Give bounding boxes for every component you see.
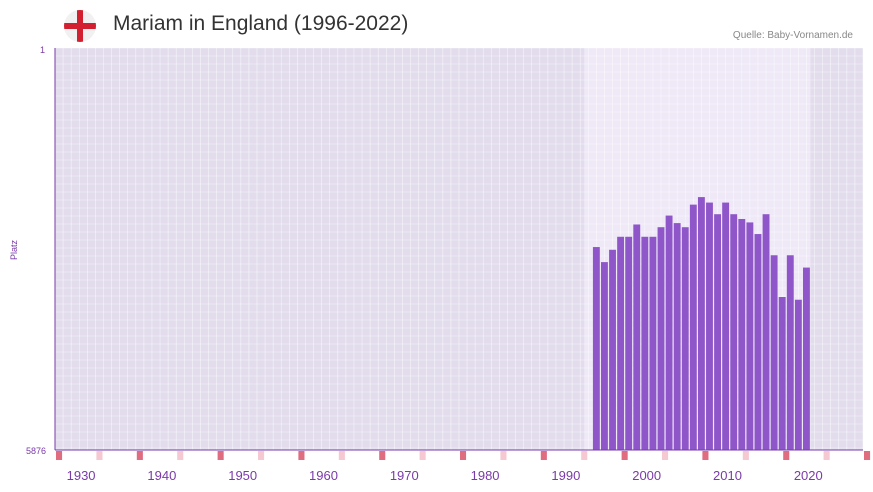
decade-marker [783,451,790,460]
half-decade-marker [177,451,184,460]
half-decade-marker [338,451,345,460]
bar-2003 [649,236,657,450]
bar-2021 [794,299,802,450]
chart-title: Mariam in England (1996-2022) [113,12,409,35]
decade-marker [540,451,547,460]
bar-2009 [697,197,705,450]
decade-marker [621,451,628,460]
x-tick-label-2020: 2020 [794,468,823,483]
bar-2000 [625,236,633,450]
half-decade-marker [419,451,426,460]
x-tick-label-1940: 1940 [147,468,176,483]
bar-2016 [754,234,762,450]
bar-2015 [746,222,754,450]
half-decade-marker [662,451,669,460]
bar-1997 [601,262,608,450]
x-tick-label-1970: 1970 [390,468,419,483]
half-decade-marker [96,451,103,460]
decade-marker [379,451,386,460]
x-tick-label-1950: 1950 [228,468,257,483]
half-decade-marker [823,451,830,460]
england-flag-icon [64,10,96,42]
bar-2018 [770,255,778,450]
bar-1996 [592,247,600,450]
half-decade-marker [500,451,507,460]
bar-2008 [689,204,697,450]
bar-1998 [609,249,616,450]
bar-2010 [706,202,713,450]
bar-2007 [681,227,689,450]
decade-marker [460,451,467,460]
y-axis-label: Platz [9,239,19,260]
bar-2012 [722,202,730,450]
x-tick-label-2000: 2000 [632,468,661,483]
y-tick-label-bottom: 5876 [26,446,46,456]
decade-marker [136,451,143,460]
x-tick-label-1960: 1960 [309,468,338,483]
bar-2004 [657,227,665,450]
bar-2001 [633,224,641,450]
chart-header: Mariam in England (1996-2022) Quelle: Ba… [0,0,873,48]
bar-2011 [714,214,721,450]
y-tick-label-top: 1 [40,45,45,55]
decade-marker [298,451,305,460]
half-decade-marker [742,451,749,460]
bar-2014 [738,218,746,450]
bar-2020 [786,255,794,450]
x-tick-label-1980: 1980 [471,468,500,483]
bar-2019 [778,297,786,450]
bar-1999 [617,236,625,450]
decade-marker [864,451,871,460]
x-tick-label-1990: 1990 [551,468,580,483]
half-decade-marker [258,451,265,460]
bar-2002 [641,236,649,450]
decade-marker [702,451,709,460]
bar-2005 [665,215,673,450]
source-link[interactable]: Quelle: Baby-Vornamen.de [732,30,853,41]
half-decade-marker [581,451,588,460]
bar-2013 [730,214,738,450]
decade-marker [217,451,224,460]
x-tick-label-1930: 1930 [67,468,96,483]
decade-marker [56,451,63,460]
x-tick-label-2010: 2010 [713,468,742,483]
bar-2022 [803,267,810,450]
bar-2017 [762,214,770,450]
bar-2006 [673,223,681,450]
